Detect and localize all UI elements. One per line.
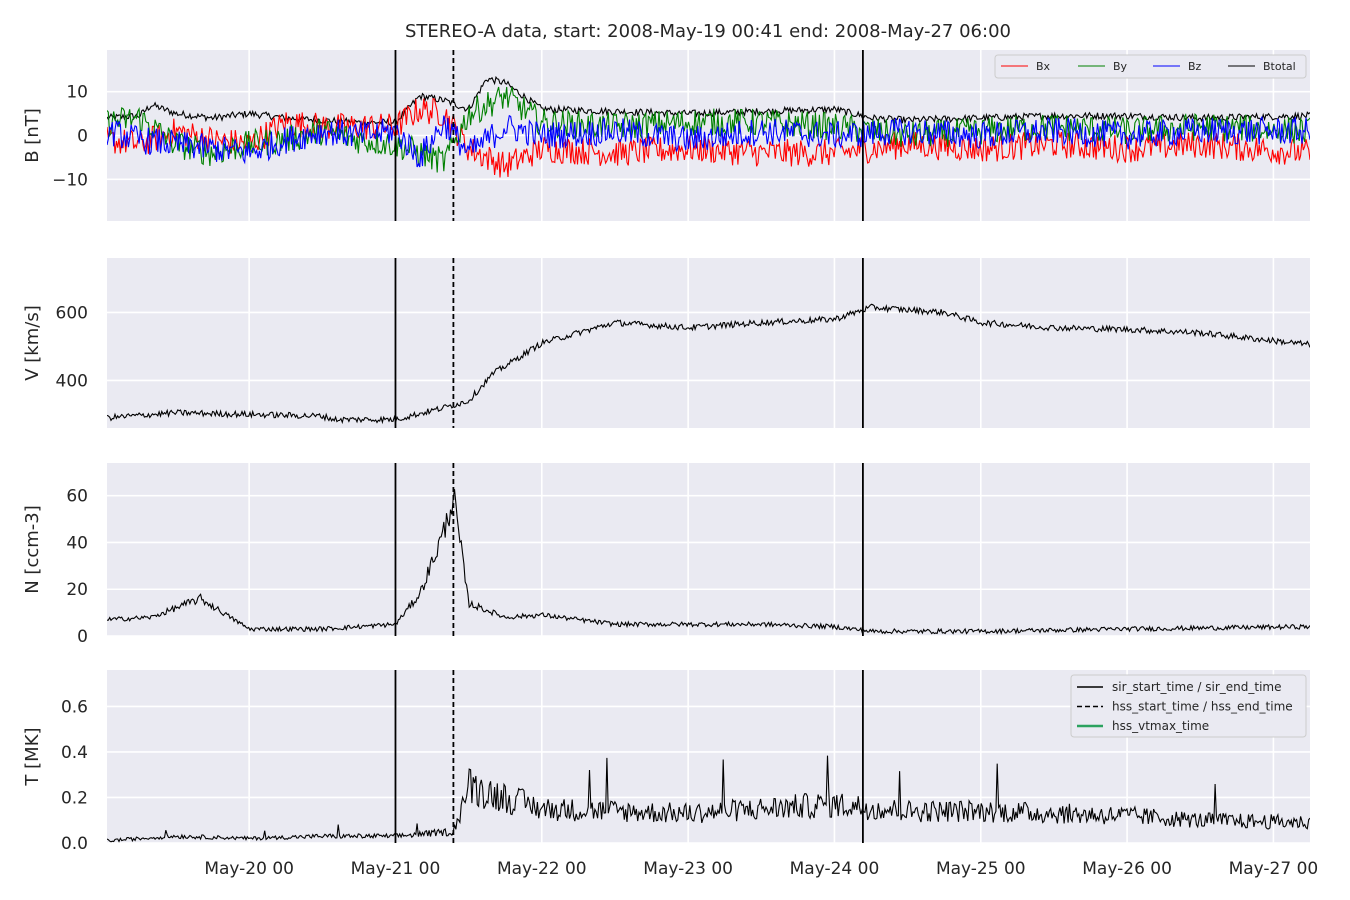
series-line-By — [107, 86, 1310, 173]
y-tick-label: 600 — [56, 303, 88, 323]
y-tick-label: 400 — [56, 371, 88, 391]
series-line-Bz — [107, 114, 1310, 168]
y-tick-label: 0 — [77, 627, 88, 647]
series-line-V — [107, 303, 1310, 425]
x-tick-label: May-25 00 — [936, 859, 1026, 879]
series-group — [107, 75, 1310, 178]
y-axis-label: B [nT] — [22, 108, 43, 163]
y-tick-label: 0 — [77, 127, 88, 147]
y-tick-label: 0.6 — [61, 697, 88, 717]
legend-label: Btotal — [1263, 60, 1296, 73]
legend-label: Bz — [1188, 60, 1202, 73]
series-line-Btotal — [107, 75, 1310, 127]
panel-background — [107, 258, 1310, 428]
y-tick-label: 60 — [66, 487, 88, 507]
legend-events: sir_start_time / sir_end_time hss_start_t… — [1070, 674, 1307, 738]
x-tick-label: May-26 00 — [1082, 859, 1172, 879]
series-group — [107, 303, 1310, 425]
series-line-N — [107, 489, 1310, 636]
series-group — [107, 489, 1310, 636]
y-tick-label: −10 — [52, 170, 88, 190]
panel-background — [107, 463, 1310, 636]
x-tick-label: May-22 00 — [497, 859, 587, 879]
y-tick-label: 0.0 — [61, 834, 88, 854]
figure-title: STEREO-A data, start: 2008-May-19 00:41 … — [405, 21, 1011, 42]
legend-label: Bx — [1036, 60, 1051, 73]
x-tick-label: May-20 00 — [204, 859, 294, 879]
legend-frame — [994, 54, 1307, 79]
x-axis: May-20 00 May-21 00 May-22 00 May-23 00 May-… — [204, 859, 1318, 879]
x-tick-label: May-23 00 — [643, 859, 733, 879]
legend-label: sir_start_time / sir_end_time — [1112, 680, 1282, 694]
y-axis-label: V [km/s] — [22, 305, 43, 380]
x-tick-label: May-24 00 — [790, 859, 880, 879]
series-group — [107, 755, 1310, 843]
legend-frame — [1070, 674, 1307, 738]
panel-B: −10 0 10 B [nT] Bx By Bz Btotal — [22, 50, 1310, 221]
y-tick-label: 0.2 — [61, 788, 88, 808]
y-tick-label: 10 — [66, 83, 88, 103]
series-line-T — [107, 755, 1310, 843]
panel-T: 0.0 0.2 0.4 0.6 T [MK] sir_start_time / sir_e… — [22, 670, 1310, 854]
legend-b: Bx By Bz Btotal — [994, 54, 1307, 79]
y-axis-label: T [MK] — [22, 727, 43, 786]
y-axis-label: N [ccm-3] — [22, 505, 43, 594]
panel-N: 0 20 40 60 N [ccm-3] — [22, 463, 1310, 647]
y-tick-label: 0.4 — [61, 743, 88, 763]
x-tick-label: May-27 00 — [1229, 859, 1319, 879]
y-tick-label: 20 — [66, 580, 88, 600]
y-tick-label: 40 — [66, 533, 88, 553]
panel-V: 400 600 V [km/s] — [22, 258, 1310, 428]
legend-label: hss_start_time / hss_end_time — [1112, 700, 1293, 714]
legend-label: By — [1113, 60, 1128, 73]
x-tick-label: May-21 00 — [351, 859, 441, 879]
legend-label: hss_vtmax_time — [1112, 719, 1209, 733]
